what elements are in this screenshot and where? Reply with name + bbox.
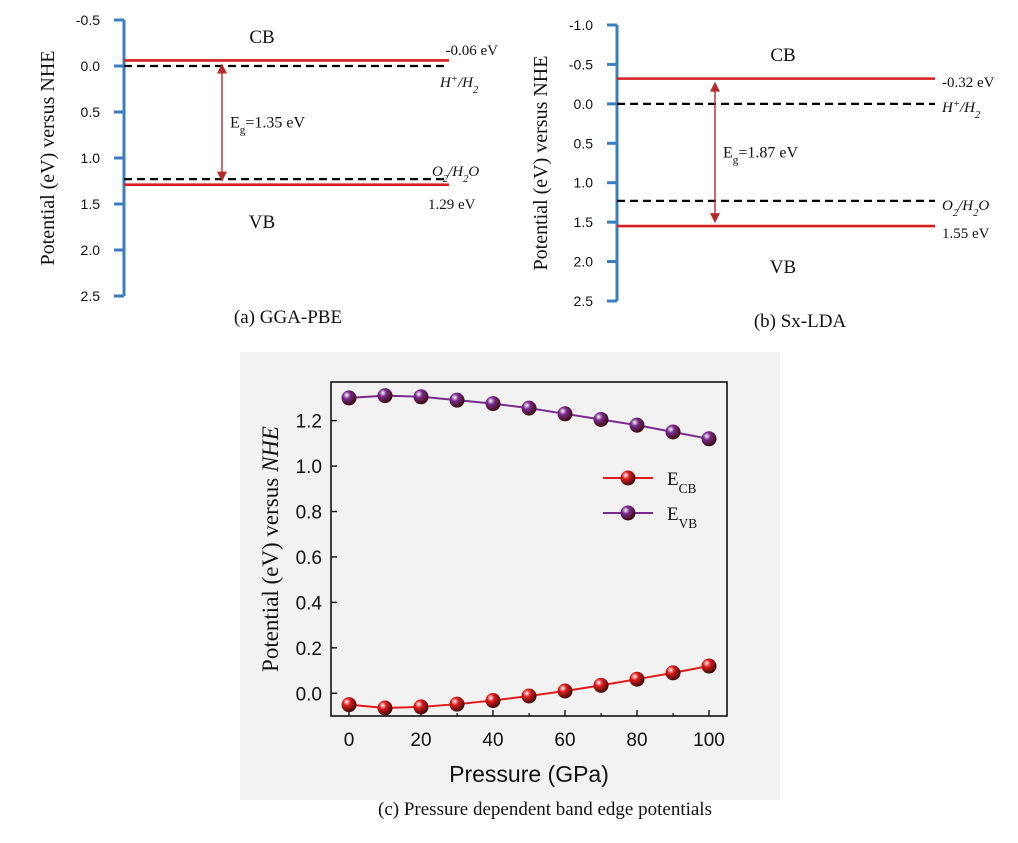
legend-label: EVB — [667, 504, 697, 531]
data-point — [485, 396, 501, 412]
y-tick-label: 0.0 — [296, 684, 322, 705]
x-tick-label: 40 — [482, 730, 503, 751]
y-tick-label: 1.2 — [296, 412, 322, 433]
data-point — [701, 431, 717, 447]
y-tick-label: -1.0 — [569, 17, 593, 33]
y-tick-label: 0.5 — [81, 104, 101, 120]
gap-label: Eg=1.35 eV — [230, 115, 306, 137]
data-point — [665, 424, 681, 440]
x-axis-title: Pressure (GPa) — [449, 761, 609, 787]
y-tick-label: -0.5 — [76, 12, 100, 28]
vb-name: VB — [249, 212, 275, 233]
y-tick-label: 0.5 — [574, 135, 594, 151]
data-point — [521, 400, 537, 416]
data-point — [557, 406, 573, 422]
gap-arrow-head-bottom — [710, 213, 720, 224]
cb-name: CB — [770, 45, 795, 66]
x-tick-label: 60 — [554, 730, 575, 751]
data-point — [629, 671, 645, 687]
band-diagram-a: Potential (eV) versus NHE -0.5 0.0 0.5 1.0 1.… — [37, 12, 498, 328]
data-point — [449, 392, 465, 408]
data-point — [377, 700, 393, 716]
vb-value-label: 1.55 eV — [942, 226, 990, 242]
y-tick-label: 0.6 — [296, 548, 322, 569]
y-axis-title: Potential (eV) versus NHE — [258, 426, 283, 672]
y-tick-label: 2.0 — [574, 254, 594, 270]
legend-marker — [620, 470, 636, 486]
y-tick-label: 2.5 — [81, 288, 101, 304]
h-ref-label: H+/H2 — [439, 74, 479, 96]
data-point — [341, 697, 357, 713]
y-tick-label: 1.0 — [81, 150, 101, 166]
x-tick-label: 20 — [410, 730, 431, 751]
data-point — [485, 693, 501, 709]
data-point — [341, 390, 357, 406]
x-tick-label: 0 — [344, 730, 355, 751]
data-point — [449, 696, 465, 712]
data-point — [557, 683, 573, 699]
data-point — [377, 388, 393, 404]
data-point — [629, 417, 645, 433]
data-point — [413, 699, 429, 715]
y-axis-title: Potential (eV) versus NHE — [530, 56, 552, 271]
o-ref-label: O2/H2O — [942, 198, 989, 219]
y-axis-title: Potential (eV) versus NHE — [37, 51, 59, 266]
panel-caption: (b) Sx-LDA — [754, 311, 847, 332]
panel-caption: (a) GGA-PBE — [234, 307, 342, 328]
y-tick-label: 0.8 — [296, 503, 322, 524]
y-tick-label: 2.5 — [574, 293, 594, 309]
data-point — [521, 688, 537, 704]
data-point — [593, 411, 609, 427]
series-evb — [341, 388, 717, 447]
cb-value-label: -0.06 eV — [446, 43, 499, 59]
legend-label: ECB — [667, 469, 696, 496]
y-tick-label: 1.5 — [574, 214, 594, 230]
y-tick-label: 2.0 — [81, 242, 101, 258]
legend-marker — [620, 505, 636, 521]
vb-value-label: 1.29 eV — [428, 197, 476, 213]
y-tick-label: 0.4 — [296, 593, 323, 614]
y-tick-label: 0.0 — [81, 58, 101, 74]
y-tick-label: 1.0 — [296, 457, 322, 478]
cb-name: CB — [249, 27, 274, 48]
y-tick-label: 0.0 — [574, 96, 594, 112]
gap-arrow-head-bottom — [217, 171, 227, 182]
data-point — [701, 658, 717, 674]
panel-caption: (c) Pressure dependent band edge potenti… — [378, 799, 712, 820]
cb-value-label: -0.32 eV — [942, 75, 995, 91]
h-ref-label: H+/H2 — [941, 99, 981, 121]
band-diagram-b: Potential (eV) versus NHE -1.0 -0.5 0.0 0.5 1… — [530, 17, 995, 332]
x-tick-label: 100 — [693, 730, 725, 751]
y-tick-label: 1.0 — [574, 175, 594, 191]
vb-name: VB — [770, 257, 796, 278]
gap-label: Eg=1.87 eV — [723, 144, 799, 166]
o-ref-label: O2/H2O — [432, 164, 479, 185]
gap-arrow-head-top — [710, 81, 720, 92]
data-point — [665, 665, 681, 681]
y-tick-label: -0.5 — [569, 56, 593, 72]
series-ecb — [341, 658, 717, 716]
y-tick-label: 0.2 — [296, 639, 322, 660]
data-point — [593, 677, 609, 693]
x-tick-label: 80 — [626, 730, 647, 751]
gap-arrow-head-top — [217, 63, 227, 74]
legend: ECB EVB — [603, 469, 697, 531]
y-tick-label: 1.5 — [81, 196, 101, 212]
line-chart-c: 0 20 40 60 80 100 0.0 0.2 0.4 0.6 0.8 1.0 1.2 Pressur… — [240, 352, 780, 820]
data-point — [413, 389, 429, 405]
chart-background — [240, 352, 780, 800]
